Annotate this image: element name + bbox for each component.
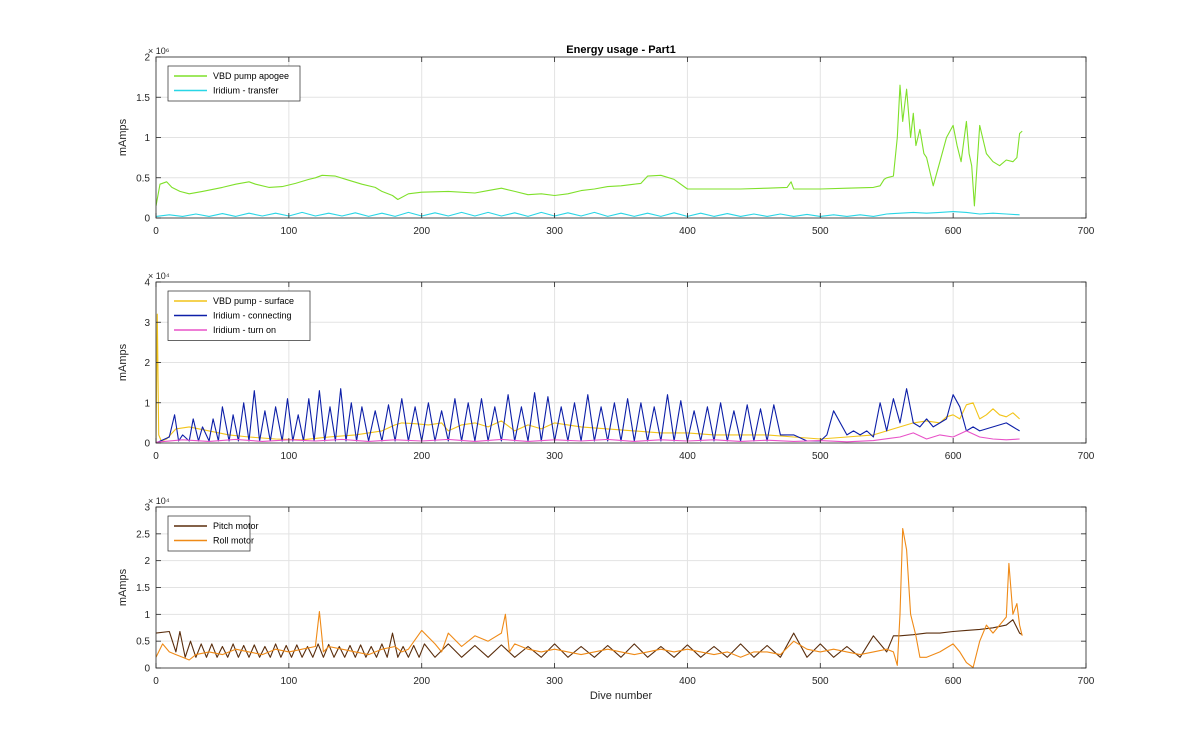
- legend-entry: Iridium - turn on: [213, 325, 276, 335]
- x-axis-label: Dive number: [590, 690, 653, 702]
- x-tick-label: 100: [281, 451, 298, 462]
- legend-entry: VBD pump - surface: [213, 296, 294, 306]
- y-tick-label: 3: [144, 318, 150, 329]
- x-tick-label: 500: [812, 676, 829, 687]
- y-tick-label: 0: [144, 214, 150, 225]
- y-tick-label: 4: [144, 278, 150, 289]
- series-line-roll-motor: [156, 527, 1023, 668]
- x-tick-label: 200: [413, 226, 430, 237]
- y-tick-label: 2: [144, 358, 150, 369]
- subplot-3: 0 100 200 300 400 500 600 700 0 0.5 1 1.5 2 2.5 3× 10⁴…: [117, 496, 1095, 702]
- y-tick-label: 0: [144, 664, 150, 675]
- legend-entry: VBD pump apogee: [213, 71, 289, 81]
- x-tick-label: 200: [413, 676, 430, 687]
- y-tick-label: 2.5: [136, 529, 150, 540]
- x-tick-label: 500: [812, 451, 829, 462]
- x-tick-label: 0: [153, 226, 159, 237]
- y-tick-label: 3: [144, 503, 150, 514]
- x-tick-label: 300: [546, 451, 563, 462]
- x-tick-label: 100: [281, 226, 298, 237]
- legend-box: [167, 515, 251, 552]
- y-axis-label: mAmps: [117, 343, 129, 381]
- y-tick-label: 1.5: [136, 93, 150, 104]
- x-tick-label: 0: [153, 451, 159, 462]
- y-tick-label: 0.5: [136, 173, 150, 184]
- legend-entry: Pitch motor: [213, 521, 259, 531]
- subplot-1: 0 100 200 300 400 500 600 700 0 0.5 1 1.5 2× 10⁶ mAmp…: [117, 44, 1095, 237]
- chart-title: Energy usage - Part1: [566, 44, 675, 56]
- series-line-iridium-turn-on: [156, 430, 1020, 443]
- legend-entry: Iridium - transfer: [213, 86, 279, 96]
- y-axis-label: mAmps: [117, 118, 129, 156]
- y-tick-label: 1: [144, 398, 150, 409]
- subplot-2: 0 100 200 300 400 500 600 700 0 1 2 3 4× 10⁴ mAmps VBD…: [117, 271, 1095, 462]
- series-line-vbd-pump-apogee: [156, 84, 1023, 207]
- x-tick-label: 500: [812, 226, 829, 237]
- x-tick-label: 300: [546, 226, 563, 237]
- legend: VBD pump - surface Iridium - connecting Ir…: [167, 290, 311, 341]
- series-line-vbd-pump-surface: [156, 313, 1020, 443]
- legend-entry: Roll motor: [213, 536, 254, 546]
- x-tick-label: 700: [1078, 676, 1095, 687]
- x-tick-label: 600: [945, 451, 962, 462]
- legend: Pitch motor Roll motor: [167, 515, 259, 552]
- x-tick-label: 700: [1078, 226, 1095, 237]
- y-tick-label: 2: [144, 556, 150, 567]
- y-tick-label: 0: [144, 439, 150, 450]
- x-tick-label: 600: [945, 226, 962, 237]
- y-tick-label: 2: [144, 53, 150, 64]
- legend: VBD pump apogee Iridium - transfer: [167, 65, 301, 102]
- x-tick-label: 700: [1078, 451, 1095, 462]
- series-line-iridium-transfer: [156, 211, 1020, 217]
- y-tick-label: 1.5: [136, 583, 150, 594]
- y-exponent-label: × 10⁴: [148, 271, 170, 281]
- legend-box: [167, 65, 301, 102]
- x-tick-label: 400: [679, 451, 696, 462]
- y-tick-label: 1: [144, 133, 150, 144]
- legend-entry: Iridium - connecting: [213, 311, 292, 321]
- x-tick-label: 600: [945, 676, 962, 687]
- x-tick-label: 0: [153, 676, 159, 687]
- x-tick-label: 200: [413, 451, 430, 462]
- x-tick-label: 400: [679, 226, 696, 237]
- y-tick-label: 1: [144, 610, 150, 621]
- x-tick-label: 300: [546, 676, 563, 687]
- x-tick-label: 400: [679, 676, 696, 687]
- y-tick-label: 0.5: [136, 637, 150, 648]
- x-tick-label: 100: [281, 676, 298, 687]
- y-axis-label: mAmps: [117, 568, 129, 606]
- y-exponent-label: × 10⁶: [148, 46, 170, 56]
- series-line-iridium-connecting: [156, 388, 1020, 443]
- y-exponent-label: × 10⁴: [148, 496, 170, 506]
- series-line-pitch-motor: [156, 619, 1023, 658]
